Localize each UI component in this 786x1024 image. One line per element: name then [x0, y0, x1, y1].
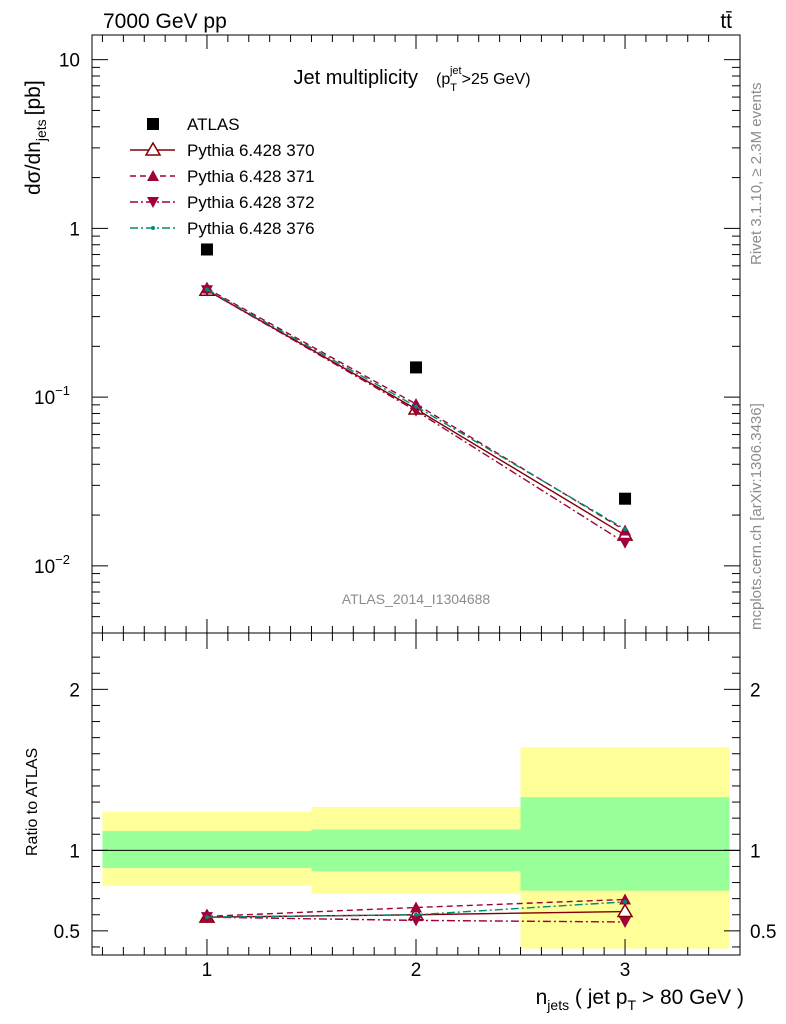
ratio-y-tick-label-right: 0.5 [750, 922, 776, 943]
series-pythia-372 [200, 285, 632, 549]
ratio-y-axis-label: Ratio to ATLAS [24, 748, 41, 856]
ratio-point [623, 899, 628, 904]
legend-marker [147, 197, 159, 208]
legend-item: Pythia 6.428 370 [130, 141, 315, 160]
ratio-plot-area [92, 747, 740, 949]
legend: ATLAS Pythia 6.428 370 Pythia 6.428 371 Pyt… [130, 115, 315, 238]
energy-label: 7000 GeV pp [103, 10, 227, 33]
data-point [623, 527, 628, 532]
legend-label: Pythia 6.428 376 [187, 219, 315, 238]
ratio-y-tick-label: 0.5 [54, 922, 80, 943]
ratio-point [410, 901, 422, 913]
y-axis-label: dσ/dnjets[pb] [22, 80, 49, 195]
uncertainty-band-inner [102, 831, 312, 869]
legend-marker [147, 170, 159, 181]
legend-label: Pythia 6.428 370 [187, 141, 315, 160]
uncertainty-band-inner [520, 797, 730, 891]
series-pythia-376 [204, 287, 628, 532]
main-axis-ticks: 10 1 10−1 10−2 [34, 35, 740, 634]
y-tick-label: 10−2 [34, 552, 70, 578]
y-tick-label: 10−1 [34, 383, 70, 409]
y-tick-label: 10 [59, 51, 80, 72]
ratio-y-tick-label-right: 1 [750, 841, 761, 862]
plot-title-cut: (pTjet>25 GeV) [436, 65, 531, 94]
legend-marker [144, 141, 162, 156]
ratio-point [414, 912, 418, 917]
series-line [206, 288, 626, 530]
ratio-y-tick-label: 2 [69, 680, 80, 701]
process-label: tt̄ [720, 10, 732, 33]
ratio-point [619, 893, 632, 905]
main-panel: 10 1 10−1 10−2 Jet multiplicity (pTjet>25 G… [22, 34, 741, 634]
data-point [619, 492, 632, 505]
main-plot-area [198, 243, 634, 549]
ratio-series-376 [204, 899, 628, 920]
ratio-panel: 0.5 0.5 1 1 2 2 1 2 3 Ratio to ATLAS njets ( jet… [24, 632, 776, 1013]
x-tick-label: 3 [620, 960, 631, 981]
data-point [200, 243, 213, 256]
x-tick-label: 1 [202, 960, 213, 981]
series-atlas [200, 243, 632, 505]
legend-label: Pythia 6.428 371 [187, 167, 315, 186]
legend-label: ATLAS [187, 115, 240, 134]
data-point [410, 361, 422, 374]
ratio-y-tick-label: 1 [69, 841, 80, 862]
data-point [414, 404, 418, 409]
legend-item: Pythia 6.428 376 [130, 219, 315, 238]
y-tick-label: 1 [69, 219, 80, 240]
legend-marker [151, 226, 155, 230]
analysis-watermark: ATLAS_2014_I1304688 [342, 591, 491, 607]
ratio-point [616, 903, 634, 918]
plot-title: Jet multiplicity [294, 67, 418, 89]
legend-marker [147, 118, 159, 130]
ratio-axis-ticks: 0.5 0.5 1 1 2 2 1 2 3 [54, 633, 776, 981]
data-point [204, 287, 209, 292]
legend-item: ATLAS [147, 115, 240, 134]
ratio-point [619, 916, 632, 928]
mcplots-label: mcplots.cern.ch [arXiv:1306.3436] [748, 403, 765, 630]
x-axis-label: njets ( jet pT > 80 GeV ) [536, 986, 744, 1013]
ratio-point [204, 915, 209, 920]
legend-item: Pythia 6.428 371 [130, 167, 315, 186]
data-point [619, 537, 632, 549]
rivet-label: Rivet 3.1.10, ≥ 2.3M events [748, 83, 765, 266]
x-tick-label: 2 [411, 960, 422, 981]
ratio-point [410, 915, 422, 927]
legend-label: Pythia 6.428 372 [187, 193, 315, 212]
ratio-y-tick-label-right: 2 [750, 680, 761, 701]
legend-item: Pythia 6.428 372 [130, 193, 315, 212]
